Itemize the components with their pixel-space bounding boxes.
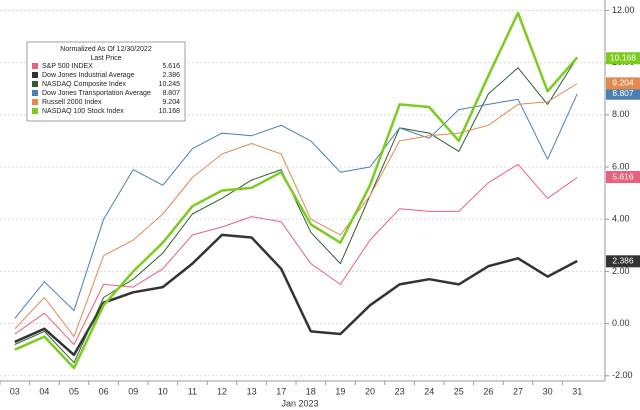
series-line [14,57,578,364]
x-tick-label: 17 [276,386,286,396]
x-tick-label: 11 [188,386,197,396]
legend-value: 5.616 [162,63,180,70]
legend-swatch [32,99,38,105]
x-tick-label: 30 [543,386,553,396]
y-tick-label: 0.00 [612,318,630,328]
legend-label: NASDAQ 100 Stock Index [42,108,124,115]
last-price-label: 2.386 [612,256,634,266]
last-price-badge [606,255,640,268]
legend-swatch [32,72,38,78]
y-tick-label: -2.00 [612,370,633,380]
legend-value: 10.245 [159,81,181,88]
last-price-label: 9.204 [612,78,634,88]
legend-label: Russell 2000 Index [42,99,102,106]
x-tick-label: 18 [306,386,316,396]
y-tick-label: 6.00 [612,161,630,171]
y-tick-label: 8.00 [612,109,630,119]
x-tick-label: 12 [217,386,227,396]
last-price-label: 5.616 [612,171,634,181]
x-tick-label: 03 [10,386,20,396]
x-tick-label: 31 [572,386,582,396]
legend-label: Dow Jones Industrial Average [42,72,135,79]
last-price-badge [606,52,640,65]
legend-swatch [32,63,38,69]
last-price-badge [606,77,640,90]
series-line [14,163,578,345]
series-line [14,93,578,319]
legend-swatch [32,108,38,114]
x-axis-label: Jan 2023 [281,398,318,408]
legend-value: 10.168 [159,108,181,115]
legend-swatch [32,90,38,96]
x-tick-label: 24 [424,386,434,396]
x-tick-label: 25 [454,386,464,396]
x-tick-label: 23 [395,386,405,396]
x-tick-label: 20 [365,386,375,396]
legend: Normalized As Of 12/30/2022 Last Price S… [26,41,186,122]
last-price-label: 8.807 [612,88,634,98]
x-tick-label: 09 [128,386,138,396]
legend-title: Normalized As Of 12/30/2022 [60,46,152,53]
x-tick-label: 26 [483,386,493,396]
series-line [14,11,579,370]
x-tick-label: 10 [158,386,168,396]
x-tick-label: 13 [247,386,257,396]
legend-swatch [32,81,38,87]
x-tick-label: 05 [69,386,79,396]
last-price-badge [606,87,640,100]
axis-labels: 12.0010.008.006.004.002.000.00-2.0003040… [0,5,635,396]
legend-subtitle: Last Price [90,55,121,62]
last-price-label: 10.168 [610,52,636,62]
x-tick-label: 06 [99,386,109,396]
y-tick-label: 12.00 [612,5,635,15]
lines [14,11,579,370]
legend-value: 9.204 [162,99,180,106]
last-price-badge [606,171,640,184]
legend-value: 8.807 [162,90,180,97]
legend-label: Dow Jones Transportation Average [42,90,151,97]
x-tick-label: 04 [39,386,49,396]
x-tick-label: 27 [513,386,523,396]
x-tick-label: 19 [335,386,345,396]
legend-box [26,41,186,122]
legend-label: NASDAQ Composite Index [42,81,127,88]
series-line [14,83,578,338]
y-tick-label: 4.00 [612,214,630,224]
legend-value: 2.386 [162,72,180,79]
legend-label: S&P 500 INDEX [42,63,93,70]
y-tick-label: 2.00 [612,266,630,276]
